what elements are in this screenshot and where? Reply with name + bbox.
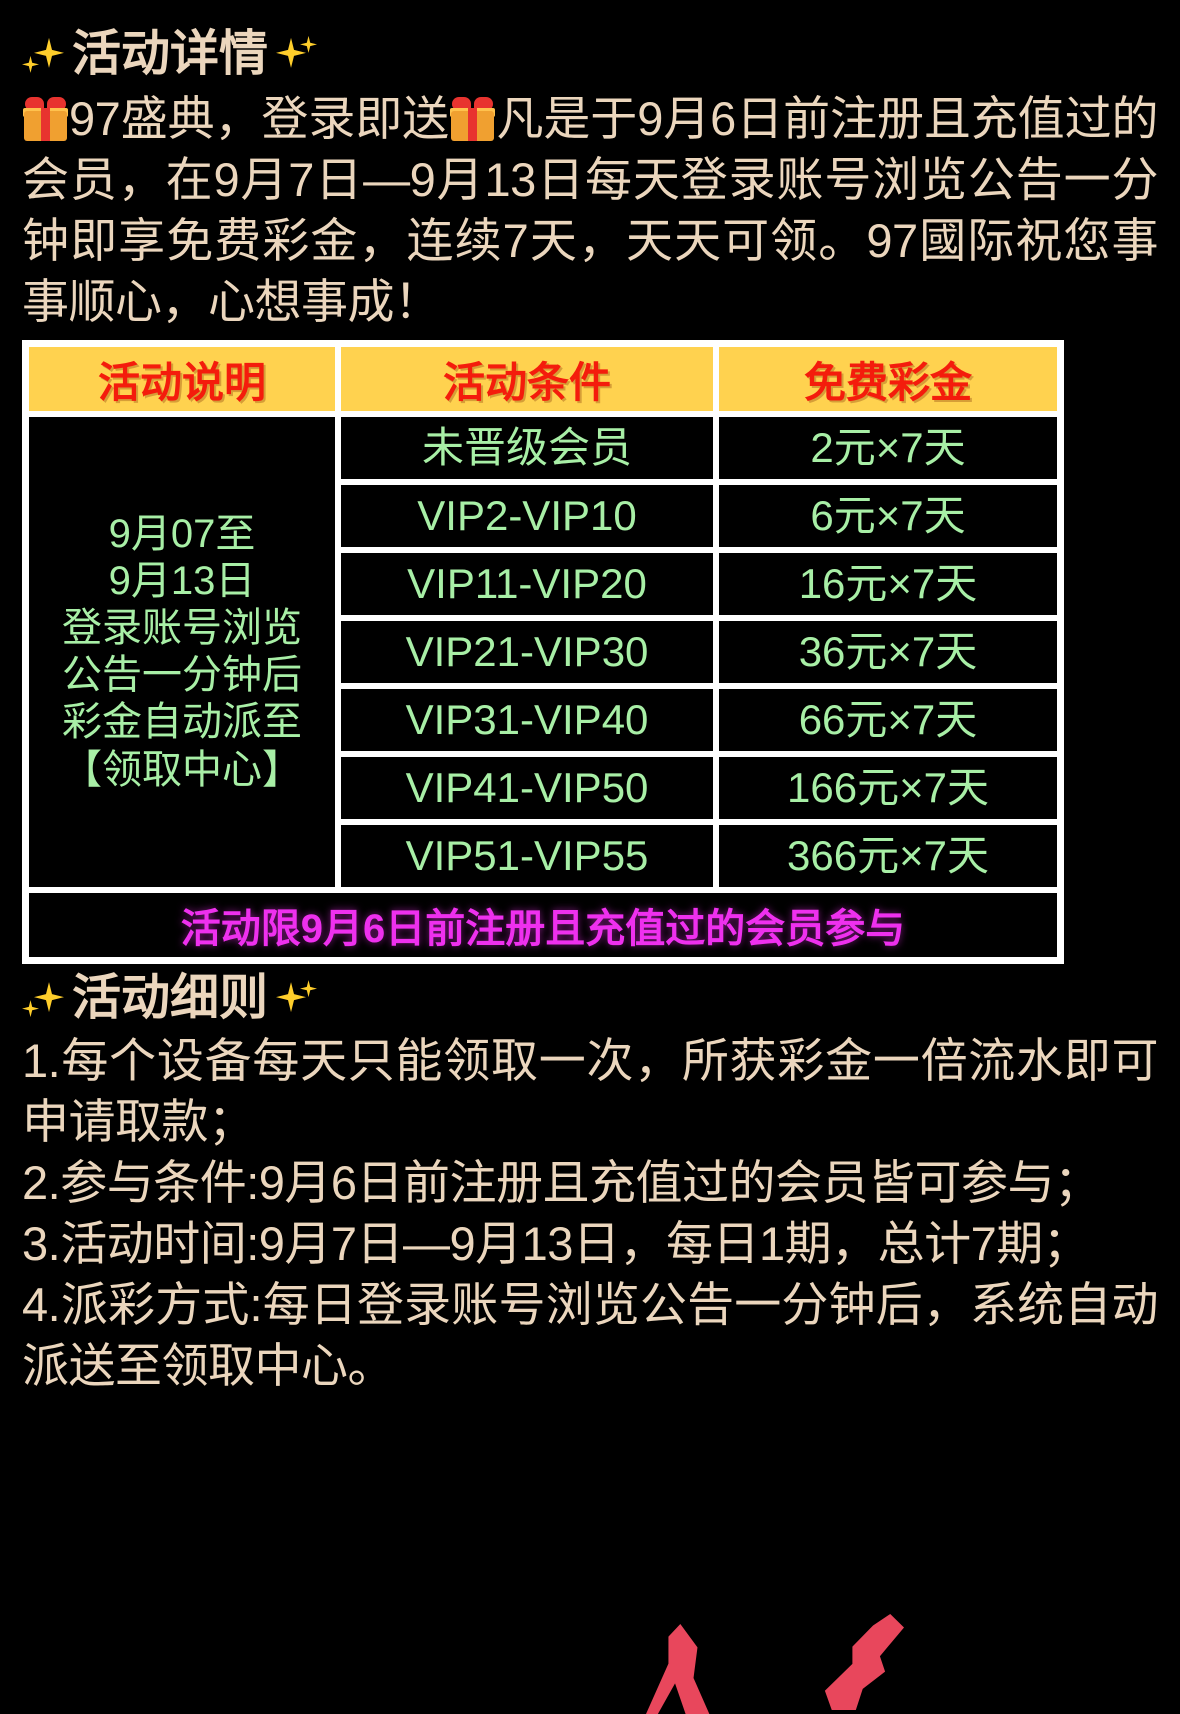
table-cell-condition: VIP41-VIP50 [338, 754, 716, 823]
table-cell-bonus: 36元×7天 [716, 618, 1060, 687]
decorative-ribbon-icon [824, 1614, 904, 1710]
table-header-row: 活动说明 活动条件 免费彩金 [26, 344, 1060, 415]
description-line: 9月13日 [108, 558, 256, 603]
table-row: VIP41-VIP50 166元×7天 [26, 754, 1060, 823]
details-paragraph-part1: 97盛典，登录即送 [69, 91, 450, 145]
table-cell-condition: VIP11-VIP20 [338, 550, 716, 619]
gift-icon [450, 96, 496, 141]
table-cell-condition: VIP31-VIP40 [338, 686, 716, 755]
table-row: VIP2-VIP10 6元×7天 [26, 482, 1060, 551]
table-row: VIP51-VIP55 366元×7天 [26, 822, 1060, 891]
rule-item: 4.派彩方式:每日登录账号浏览公告一分钟后，系统自动派送至领取中心。 [22, 1278, 1159, 1393]
rules-list: 1.每个设备每天只能领取一次，所获彩金一倍流水即可申请取款； 2.参与条件:9月… [22, 1030, 1159, 1397]
rule-item: 3.活动时间:9月7日—9月13日，每日1期，总计7期； [22, 1217, 1090, 1271]
table-cell-condition: VIP51-VIP55 [338, 822, 716, 891]
description-line: 【领取中心】 [62, 747, 302, 792]
table-cell-bonus: 2元×7天 [716, 414, 1060, 483]
table-footer-note: 活动限9月6日前注册且充值过的会员参与 [26, 890, 1060, 961]
sparkles-icon [22, 32, 68, 78]
decorative-ribbon-icon [646, 1624, 710, 1714]
details-paragraph-part2: 凡是于9月6日前注册且充值过的会员，在9月7日—9月13日每天登录账号浏览公告一… [22, 91, 1159, 329]
description-line: 登录账号浏览 [62, 606, 302, 650]
rule-item: 1.每个设备每天只能领取一次，所获彩金一倍流水即可申请取款； [22, 1034, 1159, 1149]
details-paragraph: 97盛典，登录即送 凡是于9月6日前注册且充值过的会员，在9月7日—9月13日每天… [22, 88, 1159, 332]
table-cell-condition: 未晋级会员 [338, 414, 716, 483]
rules-heading-label: 活动细则 [72, 971, 269, 1026]
sparkles-icon [272, 976, 318, 1022]
table-header-description: 活动说明 [26, 344, 338, 415]
table-cell-bonus: 66元×7天 [716, 686, 1060, 755]
table-cell-bonus: 16元×7天 [716, 550, 1060, 619]
gift-icon [23, 96, 68, 141]
table-description-cell: 9月07至 9月13日 登录账号浏览 公告一分钟后 彩金自动派至 【领取中心】 [26, 414, 338, 891]
description-line: 9月07至 [108, 511, 256, 556]
table-cell-bonus: 166元×7天 [716, 754, 1060, 823]
table-row: VIP11-VIP20 16元×7天 [26, 550, 1060, 619]
description-line: 彩金自动派至 [62, 700, 302, 745]
table-header-bonus: 免费彩金 [716, 344, 1060, 415]
details-heading-label: 活动详情 [72, 27, 269, 81]
table-row: VIP21-VIP30 36元×7天 [26, 618, 1060, 687]
table-row: VIP31-VIP40 66元×7天 [26, 686, 1060, 755]
description-line: 公告一分钟后 [62, 653, 302, 698]
promo-poster: 活动详情 97盛典，登录即送 凡是于9月6日前注册且充值过的会员，在9月7日—9月… [0, 26, 1180, 1714]
promo-table: 活动说明 活动条件 免费彩金 9月07至 9月13日 登录账号浏览 公告一分钟后… [22, 340, 1064, 965]
table-cell-bonus: 6元×7天 [716, 482, 1060, 551]
table-header-condition: 活动条件 [338, 344, 716, 415]
details-heading: 活动详情 [22, 26, 1158, 84]
sparkles-icon [272, 32, 318, 78]
table-cell-bonus: 366元×7天 [716, 822, 1060, 891]
rules-heading: 活动细则 [22, 970, 1158, 1028]
rule-item: 2.参与条件:9月6日前注册且充值过的会员皆可参与； [22, 1156, 1101, 1210]
table-row: 9月07至 9月13日 登录账号浏览 公告一分钟后 彩金自动派至 【领取中心】 … [26, 414, 1060, 891]
table-footer-row: 活动限9月6日前注册且充值过的会员参与 [26, 890, 1060, 961]
table-cell-condition: VIP2-VIP10 [338, 482, 716, 551]
table-cell-condition: VIP21-VIP30 [338, 618, 716, 687]
sparkles-icon [22, 976, 68, 1022]
